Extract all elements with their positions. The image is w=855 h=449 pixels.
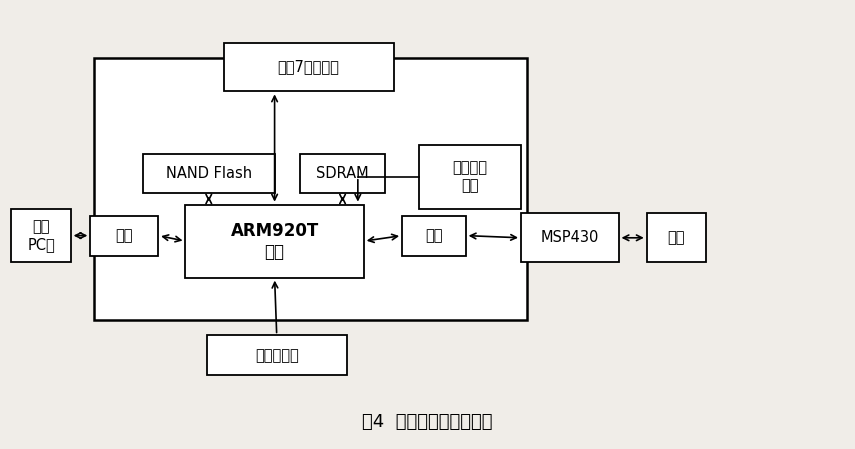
Bar bbox=[224, 43, 393, 92]
Text: 任意
PC机: 任意 PC机 bbox=[27, 220, 55, 252]
Text: 图4  智能家居结构示意图: 图4 智能家居结构示意图 bbox=[363, 413, 492, 431]
Text: 传感器接口: 传感器接口 bbox=[255, 348, 298, 363]
Bar bbox=[91, 216, 158, 255]
Text: ARM920T
内核: ARM920T 内核 bbox=[231, 222, 319, 260]
Text: NAND Flash: NAND Flash bbox=[166, 166, 252, 181]
Bar bbox=[11, 209, 71, 262]
Text: 网卡: 网卡 bbox=[115, 228, 133, 243]
Text: 串口: 串口 bbox=[425, 228, 443, 243]
Bar bbox=[300, 154, 385, 194]
Text: SDRAM: SDRAM bbox=[316, 166, 369, 181]
Bar bbox=[521, 213, 619, 262]
Bar bbox=[419, 145, 521, 209]
Bar bbox=[143, 154, 274, 194]
Text: 日立7寸触摸屏: 日立7寸触摸屏 bbox=[278, 60, 339, 75]
Bar bbox=[94, 58, 527, 320]
Text: 家电: 家电 bbox=[668, 230, 685, 245]
Bar bbox=[402, 216, 466, 255]
Text: 电源复位
电路: 电源复位 电路 bbox=[452, 161, 487, 193]
Bar bbox=[207, 335, 347, 375]
Text: MSP430: MSP430 bbox=[540, 230, 599, 245]
Bar bbox=[186, 205, 363, 278]
Bar bbox=[646, 213, 706, 262]
